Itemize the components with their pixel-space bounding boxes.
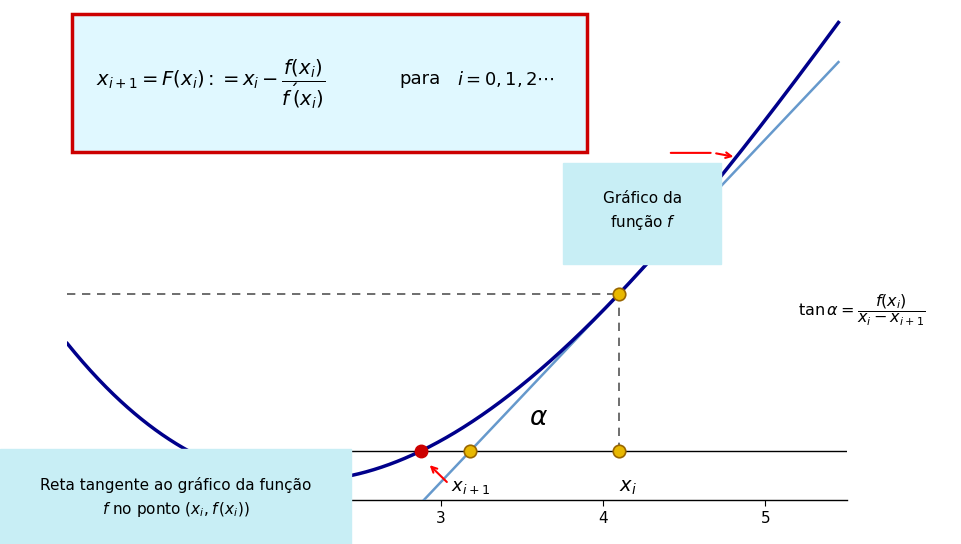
Text: para: para bbox=[399, 70, 440, 88]
Text: Gráfico da
função $f$: Gráfico da função $f$ bbox=[603, 190, 681, 232]
Text: $x_{i+1} = F(x_i) := x_i - \dfrac{f(x_i)}{f\,\'(x_i)}$: $x_{i+1} = F(x_i) := x_i - \dfrac{f(x_i)… bbox=[96, 58, 325, 111]
Text: $x_{i+1}$: $x_{i+1}$ bbox=[451, 478, 489, 496]
Text: $\tan\alpha = \dfrac{f(x_i)}{x_i - x_{i+1}}$: $\tan\alpha = \dfrac{f(x_i)}{x_i - x_{i+… bbox=[798, 292, 925, 328]
Text: $i = 0, 1, 2\cdots$: $i = 0, 1, 2\cdots$ bbox=[456, 69, 554, 89]
Text: $\alpha$: $\alpha$ bbox=[528, 405, 547, 431]
Text: $x_i$: $x_i$ bbox=[618, 478, 635, 497]
Text: Reta tangente ao gráfico da função
$f$ no ponto $(x_i, f\,(x_i))$: Reta tangente ao gráfico da função $f$ n… bbox=[40, 477, 311, 519]
